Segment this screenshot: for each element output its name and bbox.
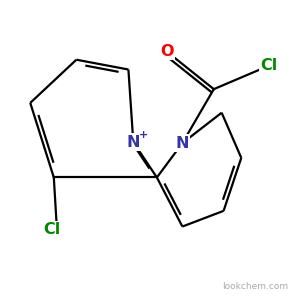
Text: N: N [176, 136, 189, 151]
Text: O: O [160, 44, 173, 59]
Text: +: + [139, 130, 148, 140]
Text: lookchem.com: lookchem.com [222, 282, 288, 291]
Text: Cl: Cl [260, 58, 278, 74]
Text: Cl: Cl [44, 222, 61, 237]
Text: N: N [127, 135, 140, 150]
